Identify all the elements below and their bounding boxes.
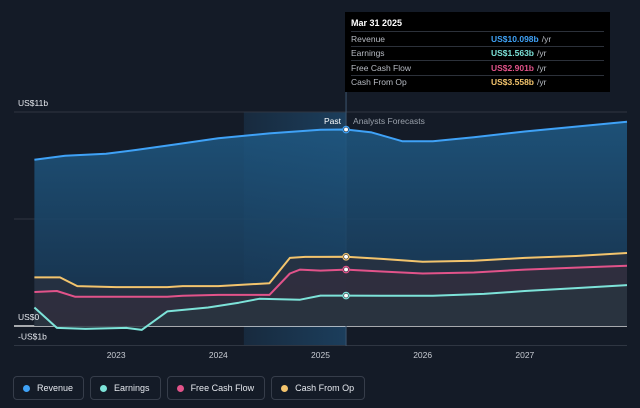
legend-label: Revenue bbox=[37, 383, 74, 393]
legend-item-revenue[interactable]: Revenue bbox=[13, 376, 85, 400]
tooltip-row-label: Earnings bbox=[351, 48, 385, 59]
tooltip-row: Cash From Op US$3.558b/yr bbox=[351, 74, 604, 90]
tooltip-row-unit: /yr bbox=[541, 33, 552, 44]
legend: Revenue Earnings Free Cash Flow Cash From O… bbox=[13, 376, 366, 400]
tooltip-row-label: Cash From Op bbox=[351, 77, 407, 88]
legend-dot-icon bbox=[100, 384, 108, 392]
legend-dot-icon bbox=[281, 384, 289, 392]
tooltip-row-unit: /yr bbox=[537, 77, 547, 88]
forecast-label: Analysts Forecasts bbox=[353, 116, 425, 126]
x-axis-label: 2026 bbox=[413, 350, 432, 360]
tooltip-row: Free Cash Flow US$2.901b/yr bbox=[351, 60, 604, 75]
cash-from-op-line bbox=[34, 252, 628, 289]
tooltip-row-unit: /yr bbox=[537, 48, 547, 59]
tooltip-row-unit: /yr bbox=[537, 62, 547, 73]
tooltip-date: Mar 31 2025 bbox=[351, 18, 403, 28]
revenue-cursor-point-center bbox=[344, 127, 349, 132]
free-cash-flow-line bbox=[34, 264, 628, 298]
free-cash-flow-cursor-point-center bbox=[344, 267, 349, 272]
tooltip-row-value: US$2.901b bbox=[491, 62, 534, 73]
x-axis-label: 2027 bbox=[515, 350, 534, 360]
financials-chart: US$11b US$0 -US$1b 2023 2024 2025 2026 2027 Past… bbox=[14, 12, 628, 360]
tooltip-row-label: Revenue bbox=[351, 33, 386, 44]
earnings-line bbox=[33, 284, 628, 331]
legend-dot-icon bbox=[176, 384, 184, 392]
tooltip: Mar 31 2025 Revenue US$10.098b/yr Earnings… bbox=[345, 12, 610, 92]
tooltip-row-value: US$3.558b bbox=[491, 77, 534, 88]
legend-item-cash-from-op[interactable]: Cash From Op bbox=[271, 376, 366, 400]
y-axis-label: US$0 bbox=[18, 312, 40, 322]
legend-dot-icon bbox=[23, 384, 30, 392]
y-axis-label: -US$1b bbox=[18, 331, 47, 341]
revenue-line bbox=[34, 120, 628, 161]
legend-item-earnings[interactable]: Earnings bbox=[90, 376, 161, 400]
past-label: Past bbox=[324, 116, 342, 126]
x-axis-label: 2023 bbox=[107, 350, 126, 360]
tooltip-row: Earnings US$1.563b/yr bbox=[351, 45, 604, 61]
tooltip-row-value: US$10.098b bbox=[491, 33, 539, 44]
y-axis-label: US$11b bbox=[18, 98, 48, 108]
legend-item-free-cash-flow[interactable]: Free Cash Flow bbox=[166, 376, 266, 400]
legend-label: Cash From Op bbox=[295, 383, 355, 393]
earnings-cursor-point-center bbox=[344, 293, 349, 298]
legend-label: Free Cash Flow bbox=[190, 383, 255, 393]
tooltip-row-value: US$1.563b bbox=[491, 48, 534, 59]
earnings-area bbox=[34, 285, 627, 330]
legend-label: Earnings bbox=[114, 383, 150, 393]
x-axis-label: 2024 bbox=[209, 350, 228, 360]
x-axis-label: 2025 bbox=[311, 350, 330, 360]
tooltip-row-label: Free Cash Flow bbox=[351, 62, 411, 73]
tooltip-row: Revenue US$10.098b/yr bbox=[351, 31, 604, 46]
cash-from-op-cursor-point-center bbox=[344, 254, 349, 259]
